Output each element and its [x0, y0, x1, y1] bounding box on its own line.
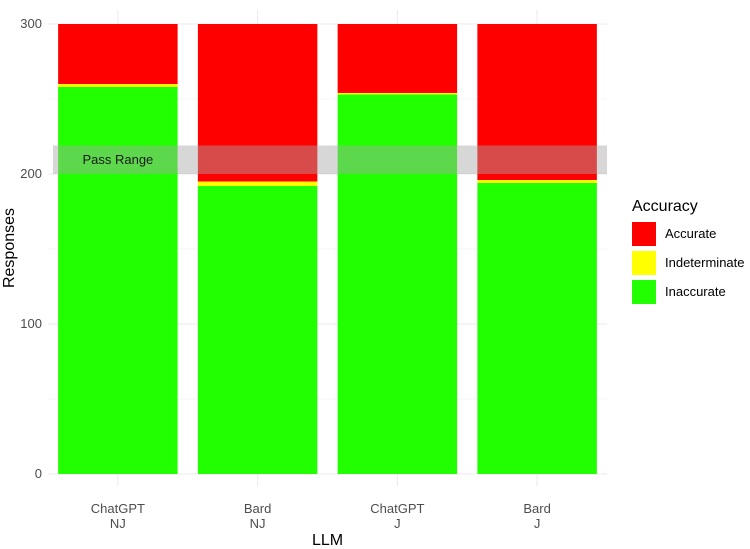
y-tick-labels: 0 100 200 300 [20, 16, 42, 481]
bars [58, 24, 597, 474]
bar-segment-indeterminate [477, 180, 597, 183]
legend-swatch-accurate [632, 222, 656, 246]
bar-segment-indeterminate [197, 181, 318, 186]
x-tick-label: Bard J [523, 501, 550, 531]
bar-segment-accurate [337, 24, 458, 93]
bar-segment-accurate [197, 24, 318, 182]
x-tick-label: ChatGPT J [370, 501, 424, 531]
bar-segment-inaccurate [197, 186, 318, 474]
pass-range-rect [53, 145, 607, 174]
bar-segment-inaccurate [58, 87, 178, 474]
bar-segment-accurate [58, 24, 178, 84]
x-tick-label: Bard NJ [244, 501, 271, 531]
bar-segment-accurate [477, 24, 597, 180]
y-tick-label: 100 [20, 316, 42, 331]
bar-segment-indeterminate [337, 93, 458, 95]
y-axis-title: Responses [1, 208, 18, 288]
bar-segment-inaccurate [337, 94, 458, 474]
legend: Accuracy Accurate Indeterminate Inaccurate [632, 198, 745, 304]
pass-range-label: Pass Range [82, 152, 153, 167]
x-tick-label: ChatGPT NJ [91, 501, 145, 531]
legend-label-accurate: Accurate [665, 226, 716, 241]
legend-label-inaccurate: Inaccurate [665, 284, 726, 299]
x-tick-labels: ChatGPT NJ Bard NJ ChatGPT J Bard J [91, 501, 551, 531]
pass-range-band: Pass Range [53, 145, 607, 174]
legend-title: Accuracy [632, 198, 698, 215]
x-axis-title: LLM [312, 532, 343, 549]
y-tick-label: 0 [35, 466, 42, 481]
legend-swatch-indeterminate [632, 251, 656, 275]
legend-label-indeterminate: Indeterminate [665, 255, 745, 270]
legend-swatch-inaccurate [632, 280, 656, 304]
bar-segment-indeterminate [58, 84, 178, 87]
y-tick-label: 200 [20, 166, 42, 181]
bar-segment-inaccurate [477, 183, 597, 474]
y-tick-label: 300 [20, 16, 42, 31]
